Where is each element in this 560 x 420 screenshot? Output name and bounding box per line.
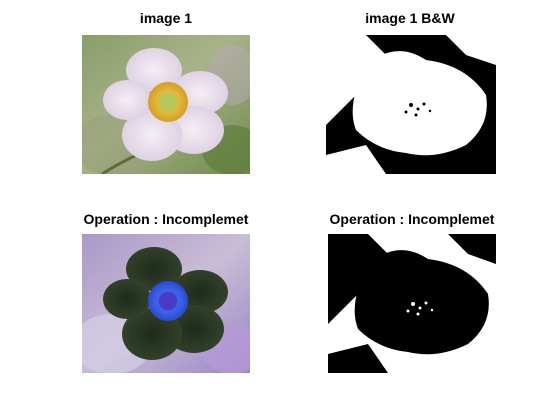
- panel-title-image-1-bw: image 1 B&W: [365, 10, 455, 26]
- image-1-bw-complement-photo: [328, 234, 496, 373]
- panel-title-operation-incomplement-color: Operation : Incomplemet: [83, 211, 249, 227]
- panel-title-image-1: image 1: [139, 10, 193, 26]
- image-1-bw-photo: [326, 35, 496, 174]
- panel-title-operation-incomplement-bw: Operation : Incomplemet: [329, 211, 495, 227]
- image-1-complement-photo: [82, 234, 250, 373]
- image-1-color-photo: [82, 35, 250, 174]
